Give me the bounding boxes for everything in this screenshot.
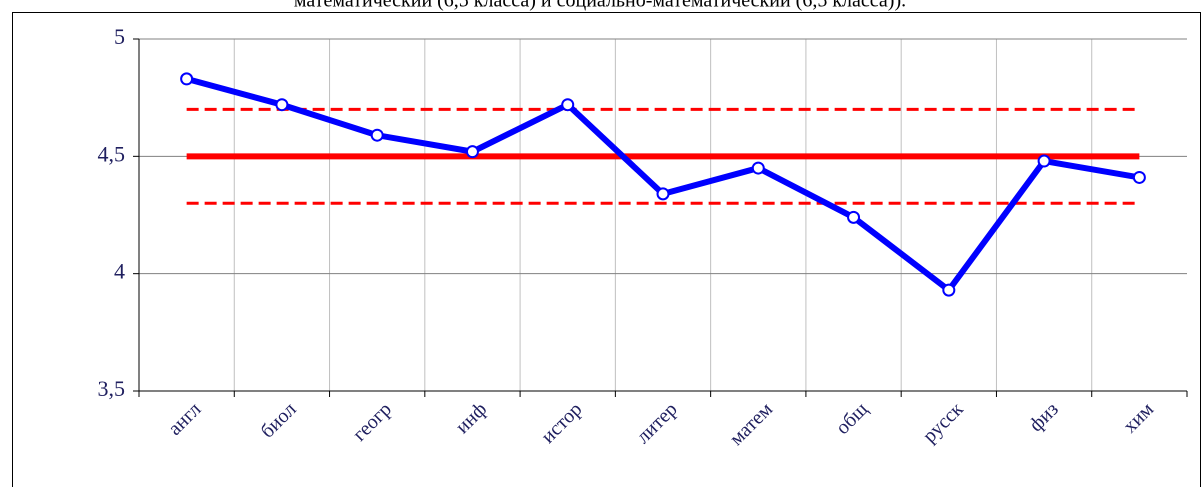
y-tick-label: 4,5 xyxy=(98,141,126,166)
chart-frame xyxy=(12,12,1201,487)
x-tick-label: геогр xyxy=(349,398,396,445)
x-tick-label: литер xyxy=(632,398,682,448)
y-tick-label: 4 xyxy=(114,259,125,284)
data-point xyxy=(561,98,575,112)
data-point xyxy=(847,210,861,224)
data-point xyxy=(370,128,384,142)
data-point xyxy=(751,161,765,175)
data-point xyxy=(656,187,670,201)
x-tick-label: англ xyxy=(164,398,206,440)
data-point xyxy=(465,145,479,159)
data-point xyxy=(942,283,956,297)
x-tick-label: биол xyxy=(256,398,300,442)
x-tick-label: матем xyxy=(725,398,777,450)
chart-title: математический (6,5 класса) и социально-… xyxy=(294,0,906,12)
x-tick-label: общ xyxy=(832,398,873,439)
x-tick-label: истор xyxy=(537,398,587,448)
x-tick-label: инф xyxy=(451,398,491,438)
data-point xyxy=(1037,154,1051,168)
x-tick-label: русск xyxy=(919,398,968,447)
y-tick-label: 3,5 xyxy=(98,376,126,401)
data-point xyxy=(180,72,194,86)
data-point xyxy=(1132,170,1146,184)
y-tick-label: 5 xyxy=(114,24,125,49)
data-point xyxy=(275,98,289,112)
x-tick-label: хим xyxy=(1119,398,1158,437)
x-tick-label: физ xyxy=(1025,398,1063,436)
